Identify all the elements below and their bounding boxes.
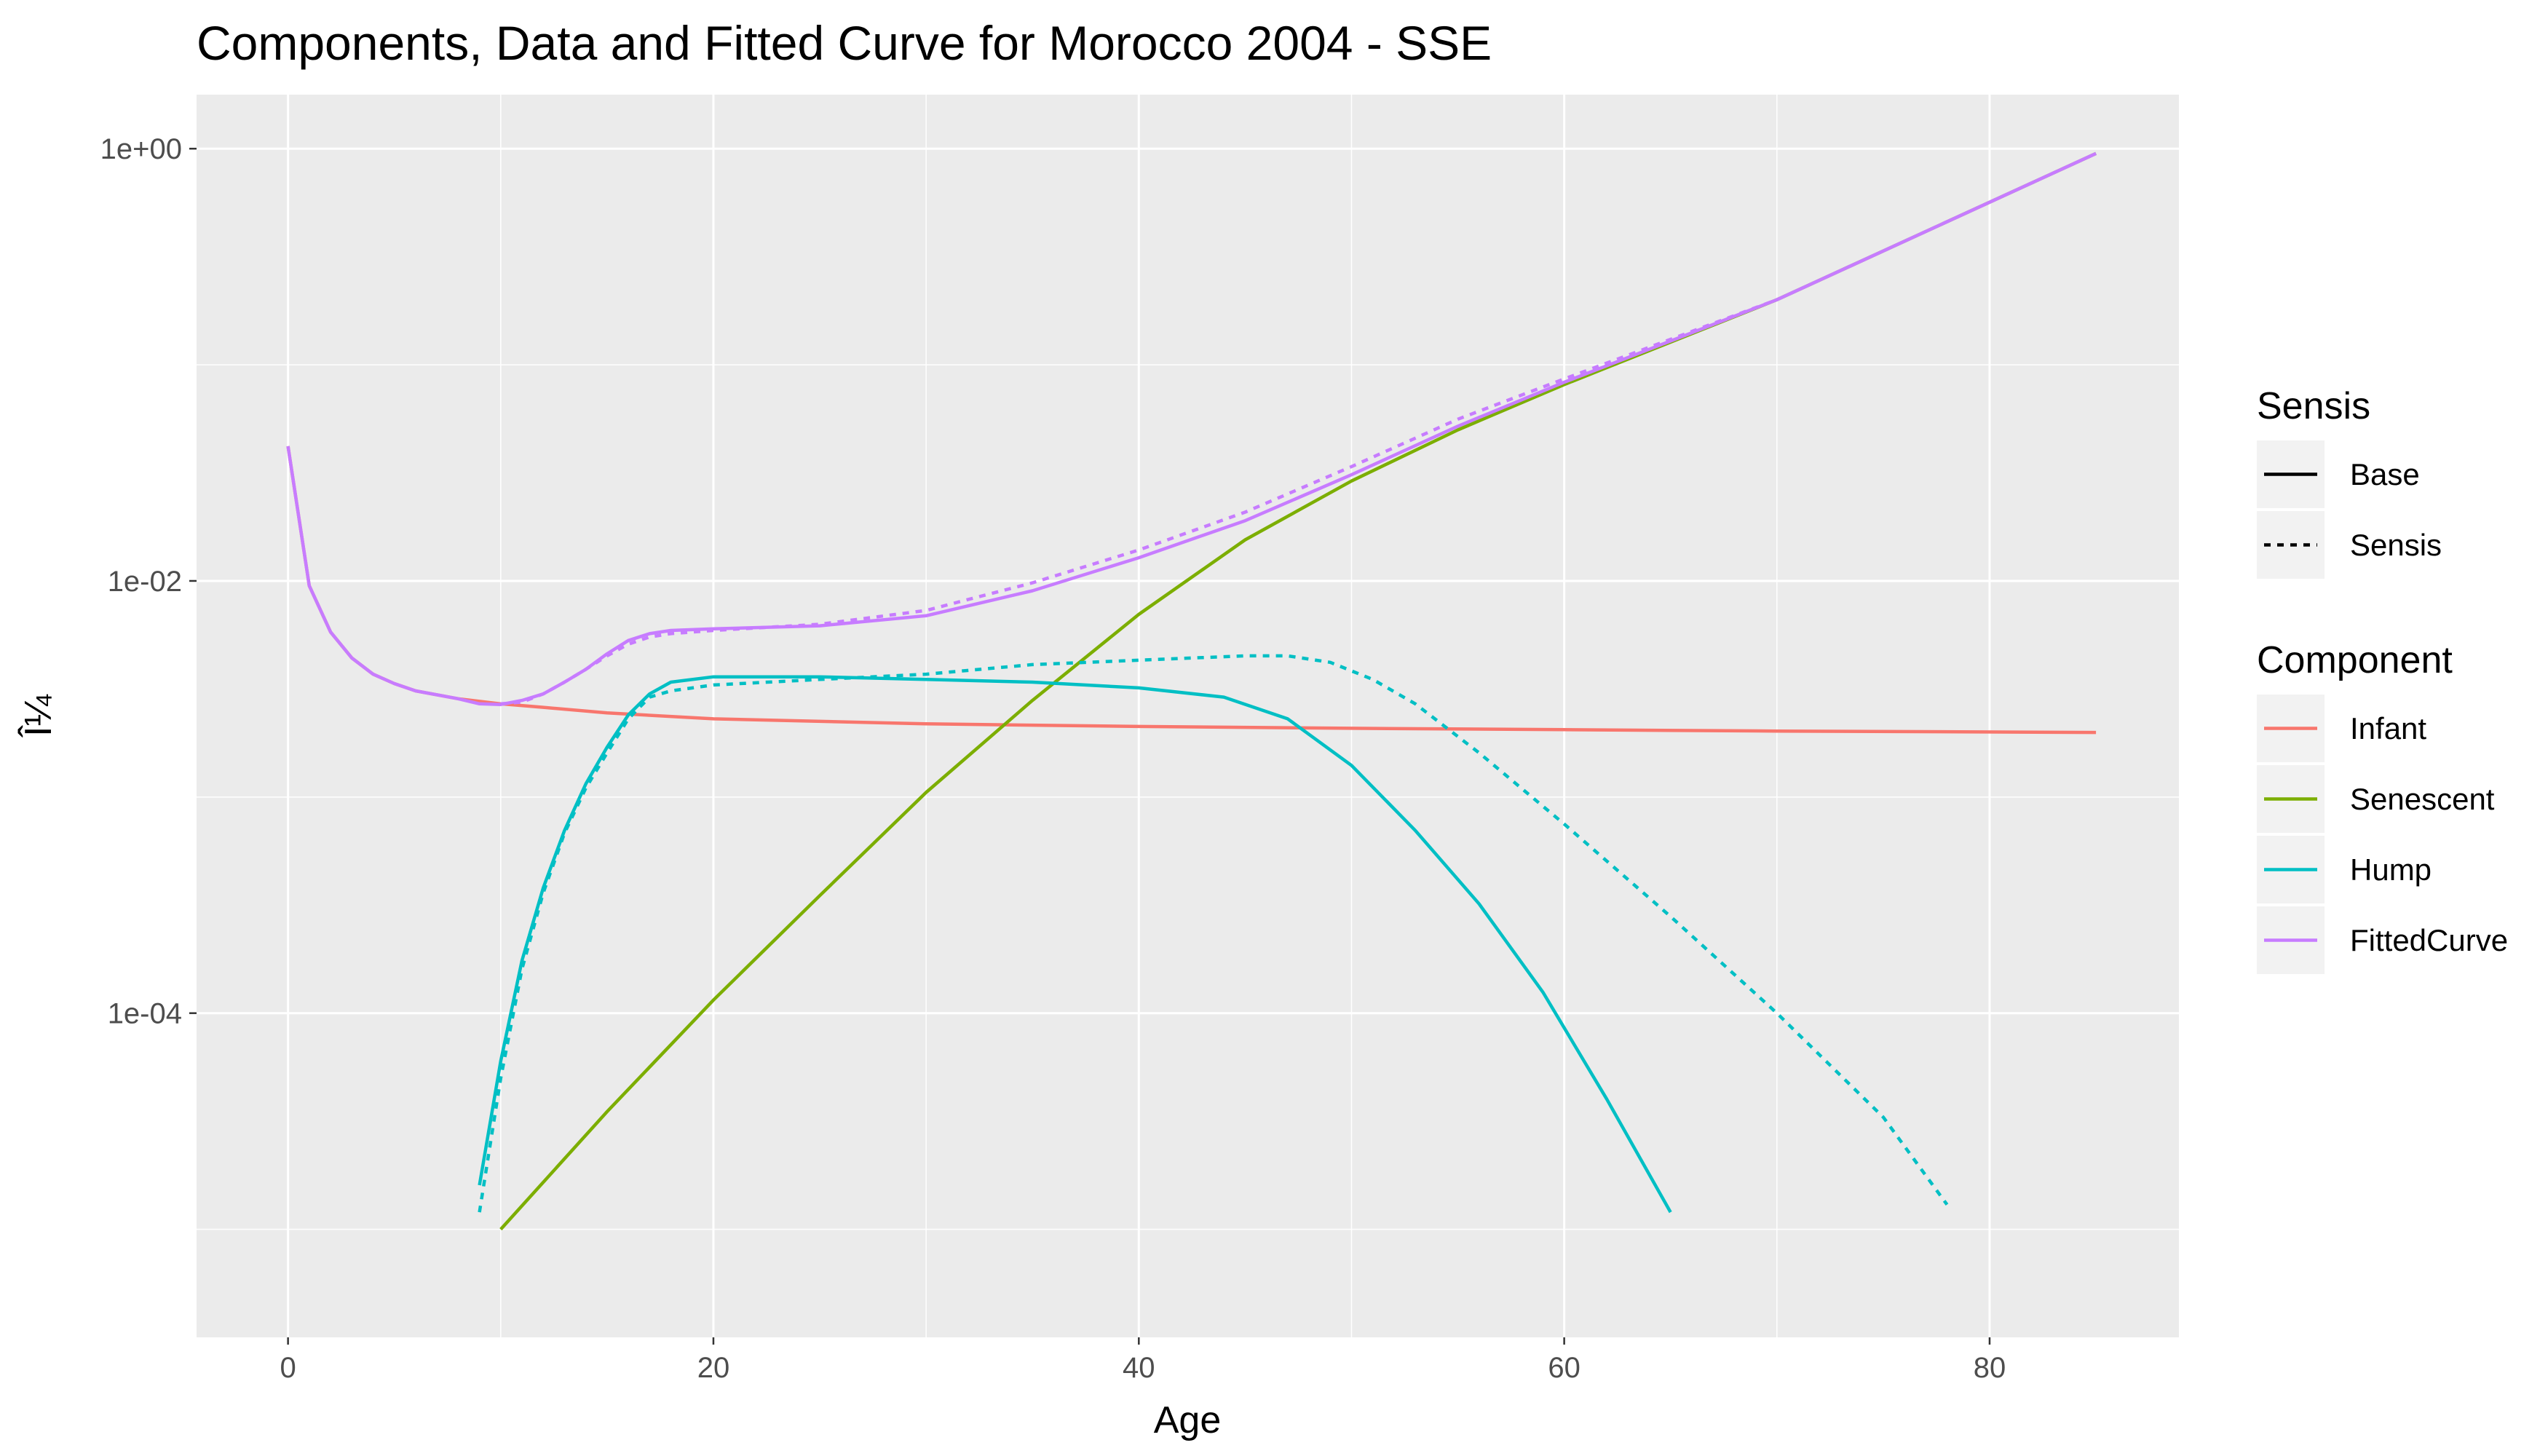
legend: Sensis Base Sensis Component Infant Senescent… <box>2257 385 2508 974</box>
x-tick-label: 80 <box>1974 1352 2006 1384</box>
plot-panel <box>197 95 2179 1337</box>
minor-gridlines <box>197 95 2179 1337</box>
legend-label: Infant <box>2350 711 2426 745</box>
x-tick-label: 60 <box>1548 1352 1580 1384</box>
legend-label: Base <box>2350 457 2420 491</box>
y-axis-title: Î¼ <box>17 694 60 737</box>
y-tick-label: 1e+00 <box>100 133 182 165</box>
legend-label: Hump <box>2350 852 2432 887</box>
x-axis-title: Age <box>1154 1399 1222 1441</box>
series-line-fittedcurve-base <box>286 151 2097 706</box>
legend-title: Component <box>2257 639 2453 681</box>
y-axis-ticks: 1e-04 1e-02 1e+00 <box>100 133 197 1030</box>
legend-label: Senescent <box>2350 782 2495 816</box>
x-axis-ticks: 0 20 40 60 80 <box>280 1337 2006 1384</box>
x-tick-label: 0 <box>280 1352 296 1384</box>
chart-title: Components, Data and Fitted Curve for Mo… <box>197 16 1492 70</box>
legend-title: Sensis <box>2257 385 2370 427</box>
x-tick-label: 20 <box>697 1352 730 1384</box>
y-tick-label: 1e-02 <box>108 566 182 598</box>
data-lines <box>286 151 2097 1231</box>
series-line-hump-sensis <box>478 654 1949 1213</box>
y-tick-label: 1e-04 <box>108 998 182 1030</box>
series-line-senescent-base <box>499 151 2097 1231</box>
x-tick-label: 40 <box>1123 1352 1155 1384</box>
legend-label: FittedCurve <box>2350 923 2508 957</box>
legend-label: Sensis <box>2350 528 2442 562</box>
